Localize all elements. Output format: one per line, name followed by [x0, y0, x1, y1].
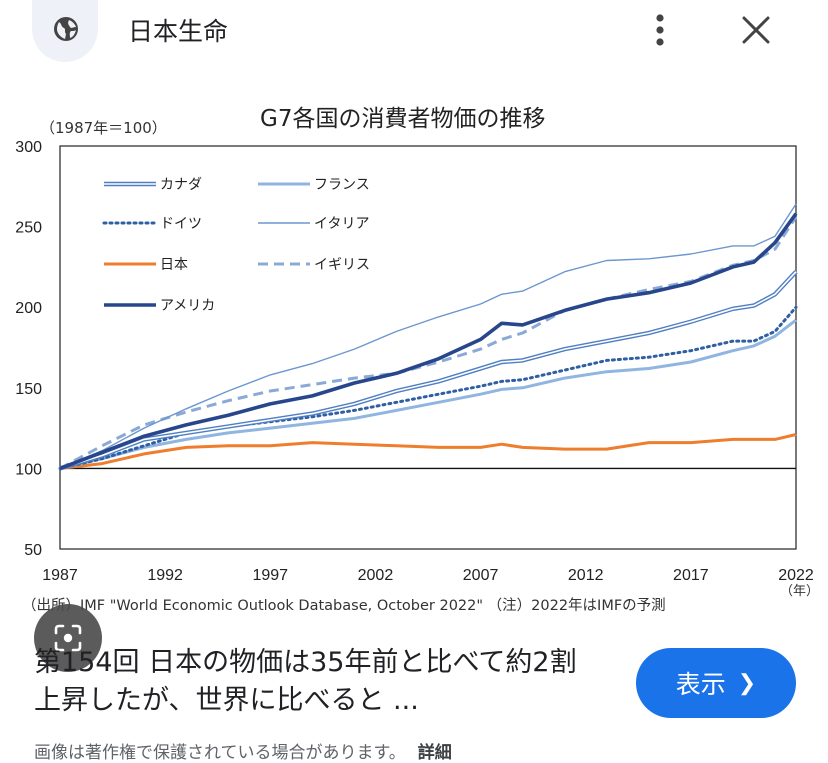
legend-label: イギリス: [314, 257, 370, 273]
legend-label: 日本: [160, 257, 188, 273]
y-tick-label: 150: [15, 381, 42, 398]
y-tick-label: 300: [15, 139, 42, 156]
legend-label: カナダ: [160, 177, 202, 193]
site-name[interactable]: 日本生命: [128, 17, 229, 46]
show-button-label: 表示: [675, 671, 726, 699]
x-tick-label: 2002: [358, 567, 394, 584]
copyright-notice: 画像は著作権で保護されている場合があります。 詳細: [34, 738, 452, 763]
cpi-line-chart: 50 100 150 200 250 300 1987 1992 1997 2002 2007 201…: [15, 139, 814, 584]
top-bar: 日本生命: [0, 0, 828, 70]
y-tick-label: 200: [15, 300, 42, 317]
x-tick-label: 1997: [252, 567, 288, 584]
x-unit-label: （年）: [780, 584, 820, 599]
y-unit-label: （1987年＝100）: [40, 119, 167, 137]
y-tick-label: 50: [24, 542, 42, 559]
copyright-text: 画像は著作権で保護されている場合があります。: [34, 743, 406, 763]
legend-label: アメリカ: [160, 298, 215, 314]
chevron-right-icon: ❯: [737, 670, 757, 695]
result-title[interactable]: 第154回 日本の物価は35年前と比べて約2割上昇したが、世界に比べると ...: [34, 647, 577, 716]
lens-icon: [54, 624, 82, 652]
x-tick-label: 1987: [42, 567, 78, 584]
legend-label: フランス: [314, 177, 370, 193]
more-vert-icon[interactable]: [646, 12, 674, 48]
y-tick-label: 250: [15, 220, 42, 237]
series-line-0-inner: [59, 271, 797, 470]
show-button[interactable]: 表示 ❯: [636, 648, 796, 718]
close-icon[interactable]: [740, 14, 772, 46]
x-tick-label: 1992: [147, 567, 183, 584]
legend-label: ドイツ: [160, 216, 202, 232]
x-tick-label: 2007: [463, 567, 499, 584]
x-tick-label: 2022: [778, 567, 814, 584]
series-line-6: [59, 212, 798, 471]
series-line-4: [59, 433, 797, 470]
result-image[interactable]: G7各国の消費者物価の推移 （1987年＝100） 50 100 150 200 250…: [0, 88, 828, 672]
details-link[interactable]: 詳細: [417, 743, 452, 763]
site-favicon[interactable]: [32, 0, 98, 62]
x-tick-label: 2017: [673, 567, 709, 584]
chart-title: G7各国の消費者物価の推移: [260, 106, 546, 132]
legend-label: イタリア: [314, 216, 369, 232]
source-note: （出所）IMF "World Economic Outlook Database…: [22, 598, 666, 614]
y-tick-label: 100: [15, 461, 42, 478]
plot-frame: [59, 145, 797, 550]
globe-icon: [54, 17, 78, 41]
series-line-3: [59, 203, 797, 470]
series-line-1: [59, 318, 797, 470]
lens-search-button[interactable]: [34, 604, 102, 672]
x-tick-label: 2012: [568, 567, 604, 584]
